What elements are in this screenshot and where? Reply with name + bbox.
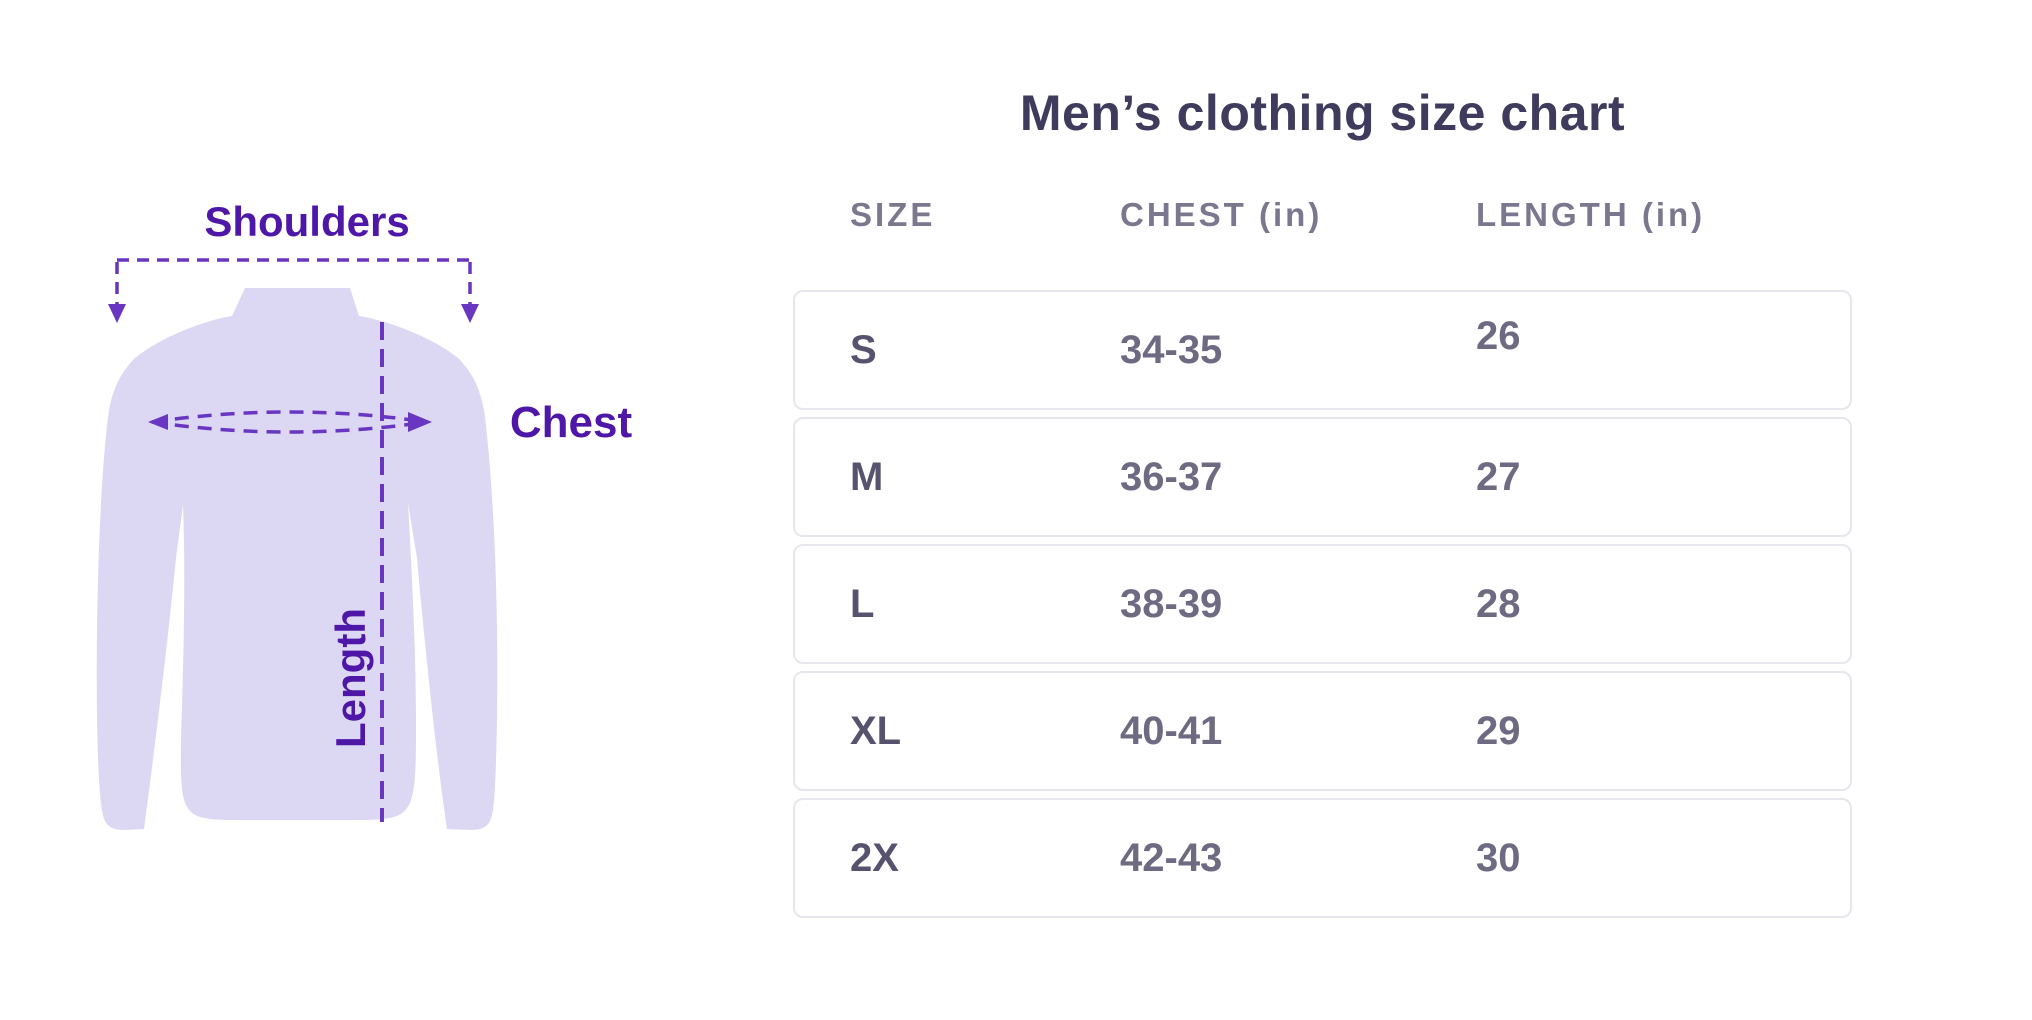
cell-length: 30 (1476, 836, 1521, 880)
shirt-measurement-diagram: Shoulders Chest Length (96, 198, 633, 830)
table-row: XL 40-41 29 (793, 671, 1852, 791)
column-header-size: SIZE (850, 196, 936, 233)
shoulders-label: Shoulders (204, 198, 409, 245)
chest-label: Chest (510, 398, 633, 447)
table-row: L 38-39 28 (793, 544, 1852, 664)
table-row: M 36-37 27 (793, 417, 1852, 537)
cell-length: 29 (1476, 709, 1521, 753)
chest-measure-ellipse (151, 410, 428, 434)
cell-chest: 42-43 (1120, 836, 1223, 880)
cell-chest: 38-39 (1120, 582, 1223, 626)
arrow-down-right-icon (461, 304, 479, 323)
length-label: Length (327, 608, 374, 748)
cell-size: XL (850, 709, 902, 753)
shoulders-bracket-line (115, 258, 472, 304)
size-chart-rows: S 34-35 26 M 36-37 27 L 38-39 28 XL 40-4… (793, 290, 1852, 925)
table-row: S 34-35 26 (793, 290, 1852, 410)
cell-length: 28 (1476, 582, 1521, 626)
arrow-right-icon (408, 412, 432, 432)
arrow-down-left-icon (108, 304, 126, 323)
page-title: Men’s clothing size chart (1019, 85, 1626, 141)
cell-length: 26 (1476, 314, 1521, 358)
column-header-chest: CHEST (in) (1120, 196, 1323, 233)
cell-chest: 40-41 (1120, 709, 1223, 753)
cell-length: 27 (1476, 455, 1521, 499)
cell-chest: 36-37 (1120, 455, 1223, 499)
cell-size: S (850, 328, 877, 372)
cell-chest: 34-35 (1120, 328, 1223, 372)
size-chart: Men’s clothing size chart SIZE CHEST (in… (793, 0, 1852, 1020)
shirt-silhouette (96, 288, 498, 830)
arrow-left-icon (148, 414, 168, 430)
table-row: 2X 42-43 30 (793, 798, 1852, 918)
cell-size: M (850, 455, 884, 499)
cell-size: 2X (850, 836, 899, 880)
cell-size: L (850, 582, 875, 626)
column-header-length: LENGTH (in) (1476, 196, 1706, 233)
